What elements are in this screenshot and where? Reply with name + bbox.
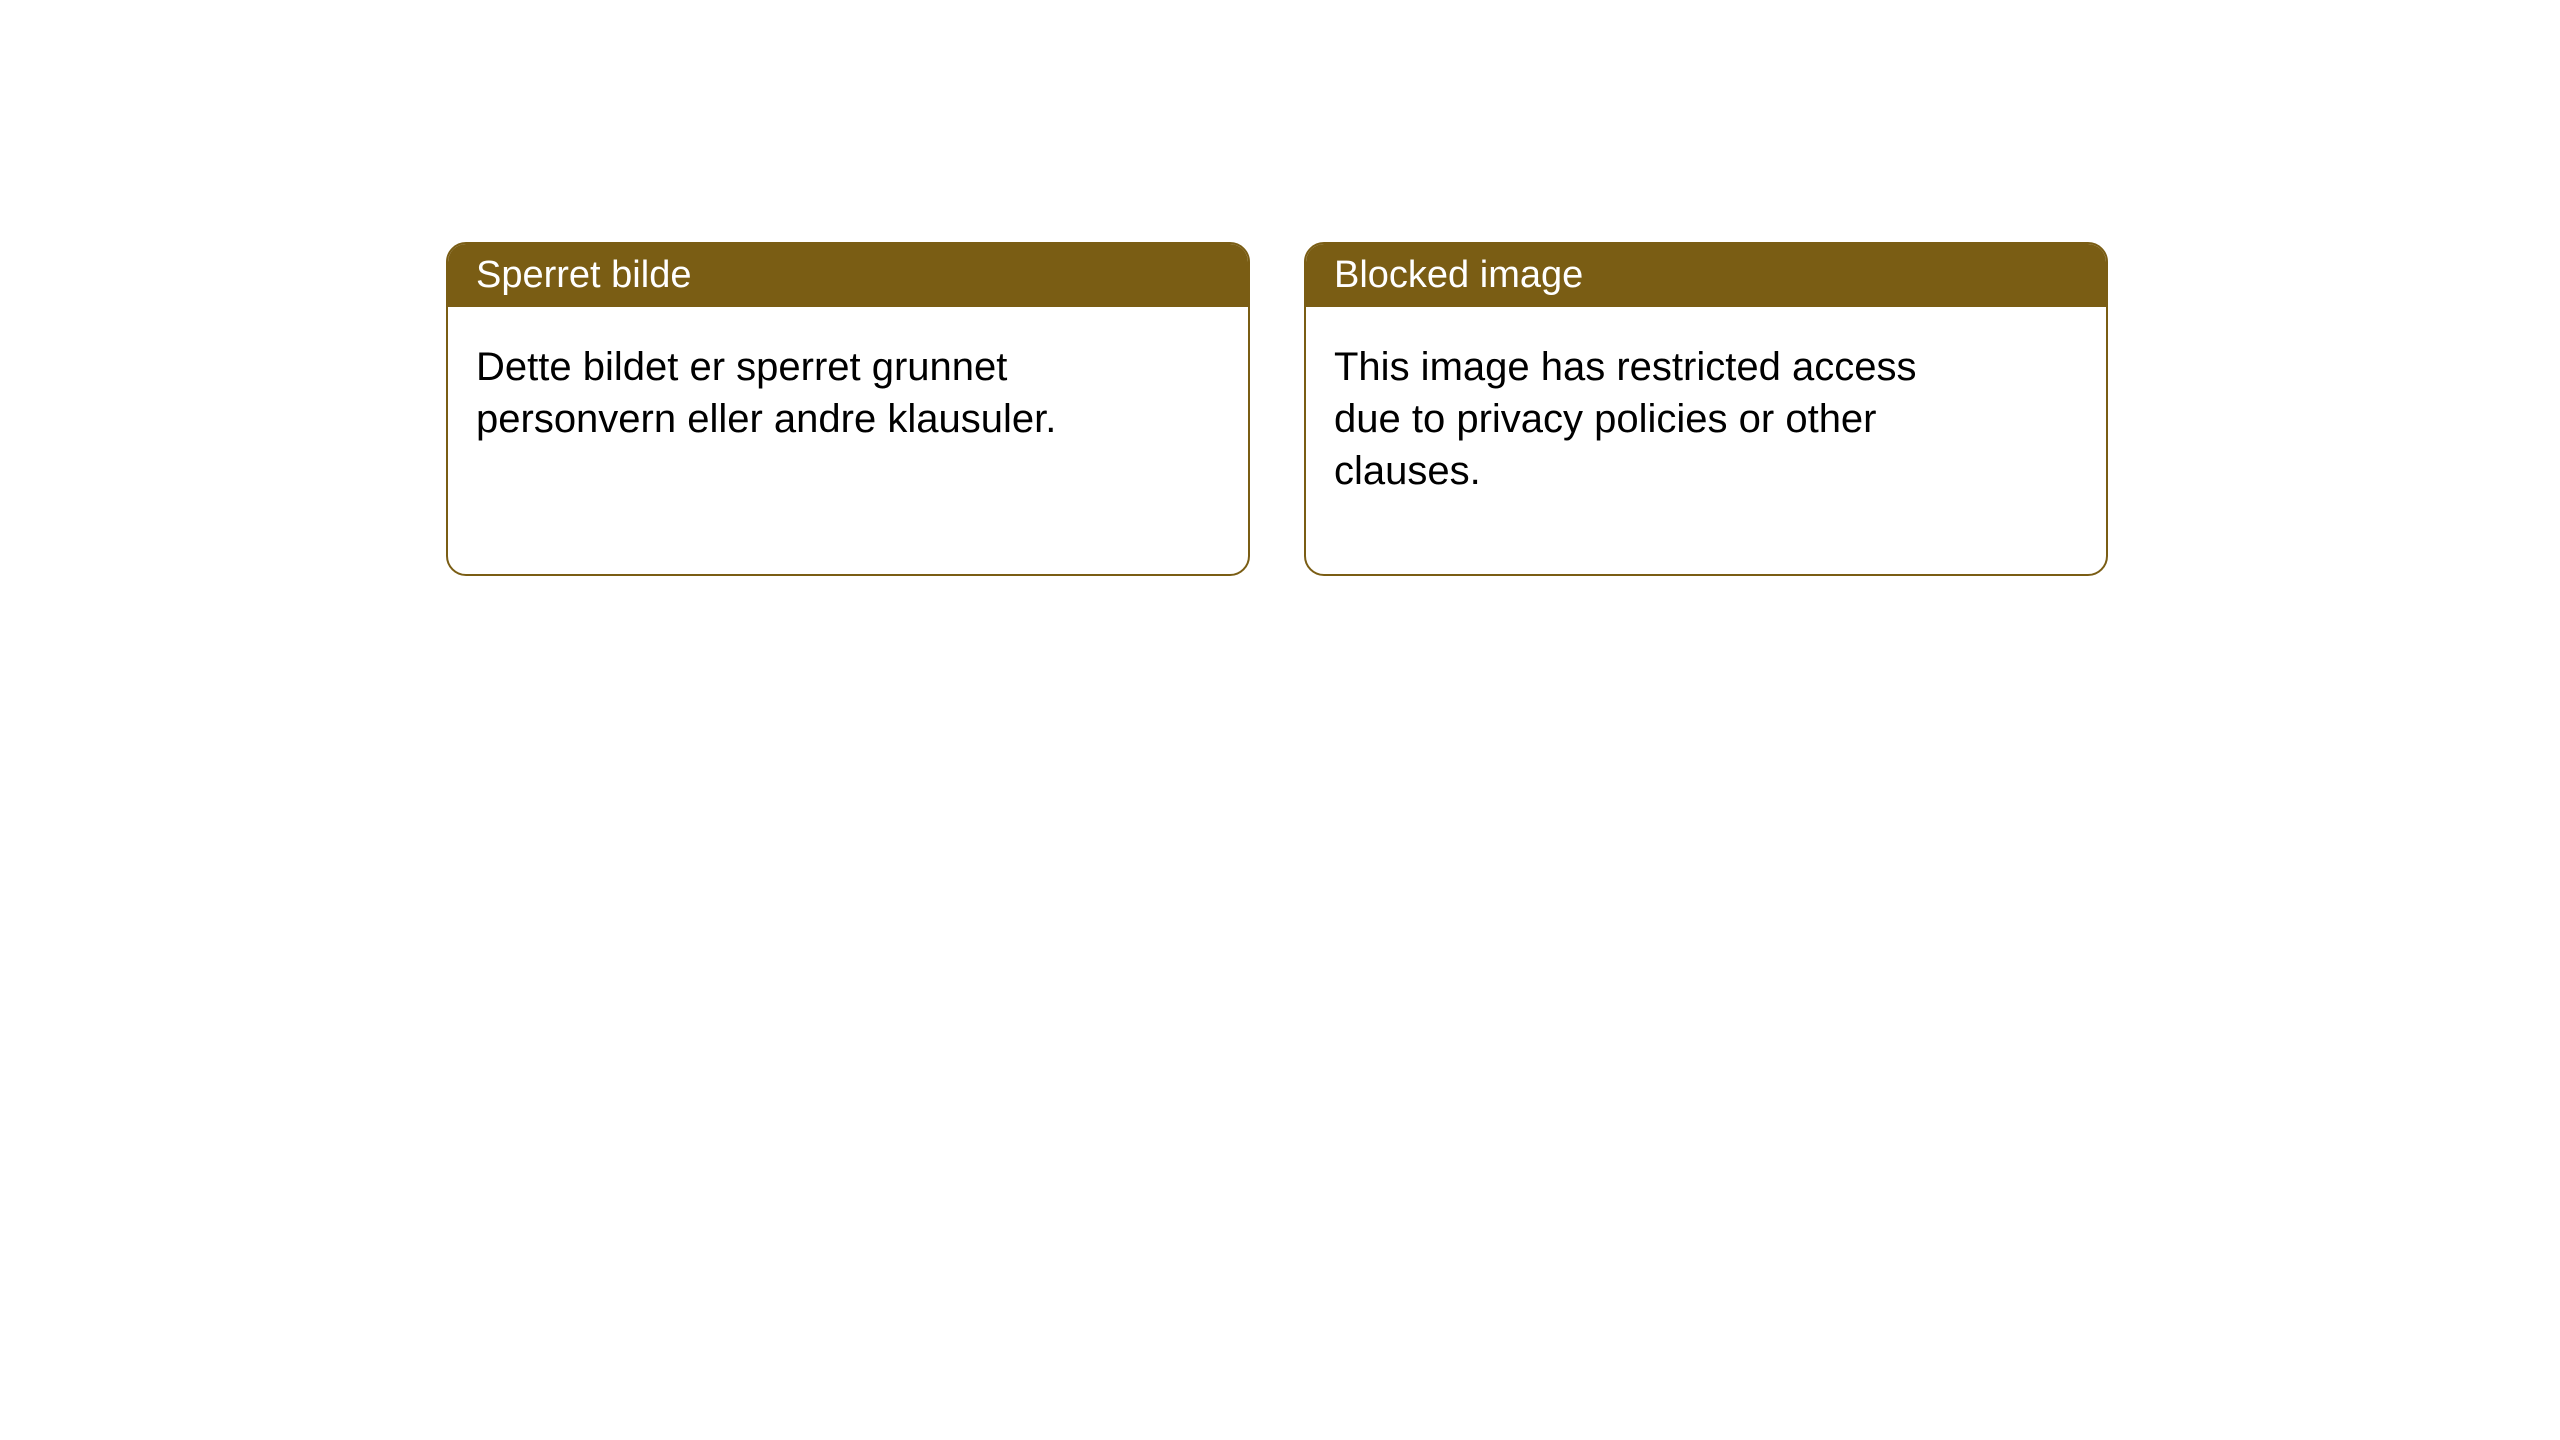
notice-header: Blocked image <box>1306 244 2106 307</box>
notice-body: Dette bildet er sperret grunnet personve… <box>448 307 1148 479</box>
notice-body: This image has restricted access due to … <box>1306 307 2006 531</box>
notice-title: Blocked image <box>1334 254 1583 296</box>
notice-container: Sperret bilde Dette bildet er sperret gr… <box>0 0 2560 576</box>
notice-title: Sperret bilde <box>476 254 691 296</box>
notice-body-text: This image has restricted access due to … <box>1334 345 1916 493</box>
notice-body-text: Dette bildet er sperret grunnet personve… <box>476 345 1056 441</box>
notice-card-norwegian: Sperret bilde Dette bildet er sperret gr… <box>446 242 1250 576</box>
notice-card-english: Blocked image This image has restricted … <box>1304 242 2108 576</box>
notice-header: Sperret bilde <box>448 244 1248 307</box>
